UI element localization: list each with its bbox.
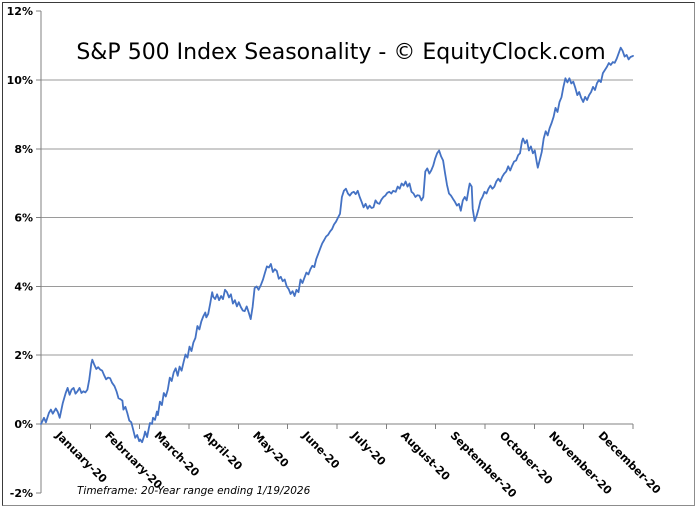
timeframe-note: Timeframe: 20-Year range ending 1/19/202… bbox=[77, 485, 311, 497]
series-line bbox=[40, 46, 634, 444]
x-tick-label: August-20 bbox=[398, 429, 452, 483]
y-tick-label: 10% bbox=[7, 74, 33, 87]
x-tick-label: April-20 bbox=[201, 429, 245, 473]
x-tick-label: May-20 bbox=[250, 429, 291, 470]
x-tick-label: July-20 bbox=[348, 428, 388, 468]
chart-title: S&P 500 Index Seasonality - © EquityCloc… bbox=[76, 40, 606, 65]
y-tick-label: 6% bbox=[14, 212, 33, 225]
y-tick-label: 0% bbox=[14, 418, 33, 431]
y-tick-label: 8% bbox=[14, 143, 33, 156]
x-tick-label: March-20 bbox=[152, 429, 202, 479]
x-tick-label: January-20 bbox=[52, 428, 110, 486]
y-tick-label: 4% bbox=[14, 280, 33, 293]
y-tick-label: 2% bbox=[14, 349, 33, 362]
x-tick-label: June-20 bbox=[299, 428, 342, 471]
y-tick-label: -2% bbox=[10, 487, 33, 500]
y-tick-label: 12% bbox=[7, 5, 33, 18]
